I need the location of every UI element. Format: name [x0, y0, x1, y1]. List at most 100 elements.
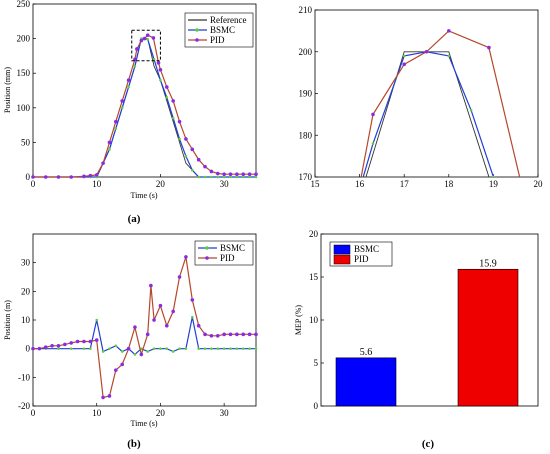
- a-point-pid: [156, 61, 161, 65]
- a-point-pid: [88, 173, 93, 178]
- a-point-bsmc: [197, 175, 200, 179]
- a-point-bsmc: [133, 64, 137, 68]
- zoom-point-bsmc: [469, 108, 473, 112]
- axis-a-ylabel: Position (mm): [3, 67, 12, 113]
- a-point-pid: [247, 172, 252, 177]
- a-ytick-label: 150: [17, 68, 31, 78]
- plot-zoom-frame: [314, 9, 539, 178]
- a-point-pid: [241, 172, 246, 177]
- b-point-pid: [241, 332, 246, 337]
- c-ytick-label: 20: [309, 229, 319, 239]
- b-point-pid: [152, 318, 156, 322]
- a-point-bsmc: [108, 148, 111, 151]
- zoom-xtick-label: 15: [311, 179, 321, 189]
- a-point-pid: [171, 99, 175, 103]
- zoom-point-bsmc: [501, 201, 504, 204]
- a-point-bsmc: [254, 175, 258, 179]
- legend-a-swatch-marker-bsmc: [195, 28, 199, 32]
- legend-a-label-reference: Reference: [210, 15, 246, 25]
- a-point-pid: [184, 137, 188, 141]
- a-point-pid: [158, 67, 163, 72]
- a-point-pid: [177, 119, 182, 124]
- zoom-ytick-label: 200: [299, 47, 313, 57]
- a-series-pid: [33, 34, 256, 178]
- b-point-pid: [69, 341, 74, 345]
- legend-a-label-pid: PID: [210, 35, 225, 45]
- b-point-bsmc: [254, 347, 258, 350]
- b-ytick-label: 0: [26, 344, 31, 354]
- b-point-bsmc: [95, 318, 99, 322]
- b-point-bsmc: [222, 347, 226, 350]
- b-point-bsmc: [152, 347, 156, 350]
- b-point-bsmc: [171, 350, 175, 353]
- b-point-bsmc: [165, 347, 169, 350]
- zoom-point-pid: [487, 45, 491, 50]
- b-ytick-label: -20: [18, 401, 30, 411]
- bar-label-bsmc: 5.6: [360, 347, 373, 358]
- b-point-pid: [107, 394, 112, 398]
- b-point-bsmc: [108, 347, 111, 350]
- bar-pid: [457, 268, 519, 407]
- axis-c-ylabel: MEP (%): [294, 305, 303, 335]
- a-ytick-label: 200: [17, 34, 31, 44]
- a-point-pid: [228, 172, 233, 177]
- legend-b-label-pid: PID: [220, 253, 235, 263]
- a-ytick-label: 50: [21, 137, 31, 147]
- b-point-bsmc: [203, 347, 207, 350]
- b-point-pid: [133, 325, 137, 329]
- c-ytick-label: 10: [309, 315, 319, 325]
- a-point-bsmc: [146, 37, 149, 41]
- a-point-pid: [120, 99, 124, 103]
- a-point-bsmc: [120, 106, 124, 110]
- b-point-pid: [196, 323, 201, 328]
- b-point-bsmc: [210, 347, 213, 350]
- a-point-pid: [222, 172, 226, 177]
- c-ytick-label: 5: [314, 358, 319, 368]
- a-point-bsmc: [222, 175, 226, 179]
- b-point-bsmc: [57, 347, 60, 350]
- legend-b-label-bsmc: BSMC: [220, 243, 245, 253]
- b-point-bsmc: [229, 347, 232, 350]
- zoom-ytick-label: 170: [299, 172, 313, 182]
- a-point-bsmc: [235, 175, 239, 179]
- a-point-bsmc: [152, 58, 156, 61]
- b-point-pid: [63, 342, 67, 347]
- b-point-pid: [190, 298, 195, 302]
- a-xtick-label: 30: [220, 179, 230, 189]
- b-ytick-label: -10: [18, 372, 30, 382]
- b-ytick-label: 10: [21, 315, 31, 325]
- a-point-pid: [114, 119, 118, 124]
- b-point-pid: [149, 283, 153, 288]
- legend-a-label-bsmc: BSMC: [210, 25, 235, 35]
- legend-c-label-pid: PID: [354, 254, 369, 264]
- b-point-bsmc: [235, 347, 239, 350]
- caption-c: (c): [422, 438, 435, 450]
- a-ytick-label: 100: [17, 103, 31, 113]
- a-point-pid: [101, 161, 105, 165]
- a-series-reference: [33, 38, 256, 178]
- zoom-xtick-label: 17: [400, 179, 410, 189]
- legend-b-swatch-marker-bsmc: [205, 246, 209, 250]
- zoom-point-bsmc: [492, 175, 495, 177]
- zoom-point-bsmc: [371, 142, 375, 145]
- b-point-pid: [165, 323, 169, 328]
- caption-a: (a): [128, 213, 141, 225]
- b-point-pid: [120, 362, 124, 367]
- b-point-pid: [43, 345, 48, 350]
- b-point-bsmc: [82, 347, 86, 350]
- b-point-bsmc: [133, 353, 137, 356]
- zoom-ytick-label: 190: [299, 89, 313, 99]
- a-point-pid: [31, 175, 35, 179]
- a-point-pid: [142, 36, 147, 41]
- legend-c-swatch-pid: [333, 254, 351, 265]
- zoom-point-pid: [527, 217, 531, 221]
- b-point-pid: [50, 344, 54, 348]
- a-point-bsmc: [159, 78, 162, 82]
- b-point-pid: [37, 346, 42, 351]
- b-point-pid: [209, 333, 214, 338]
- b-ytick-label: 30: [21, 258, 31, 268]
- b-point-pid: [158, 303, 163, 308]
- legend-a-swatch-marker-pid: [195, 38, 199, 42]
- a-point-pid: [43, 175, 48, 179]
